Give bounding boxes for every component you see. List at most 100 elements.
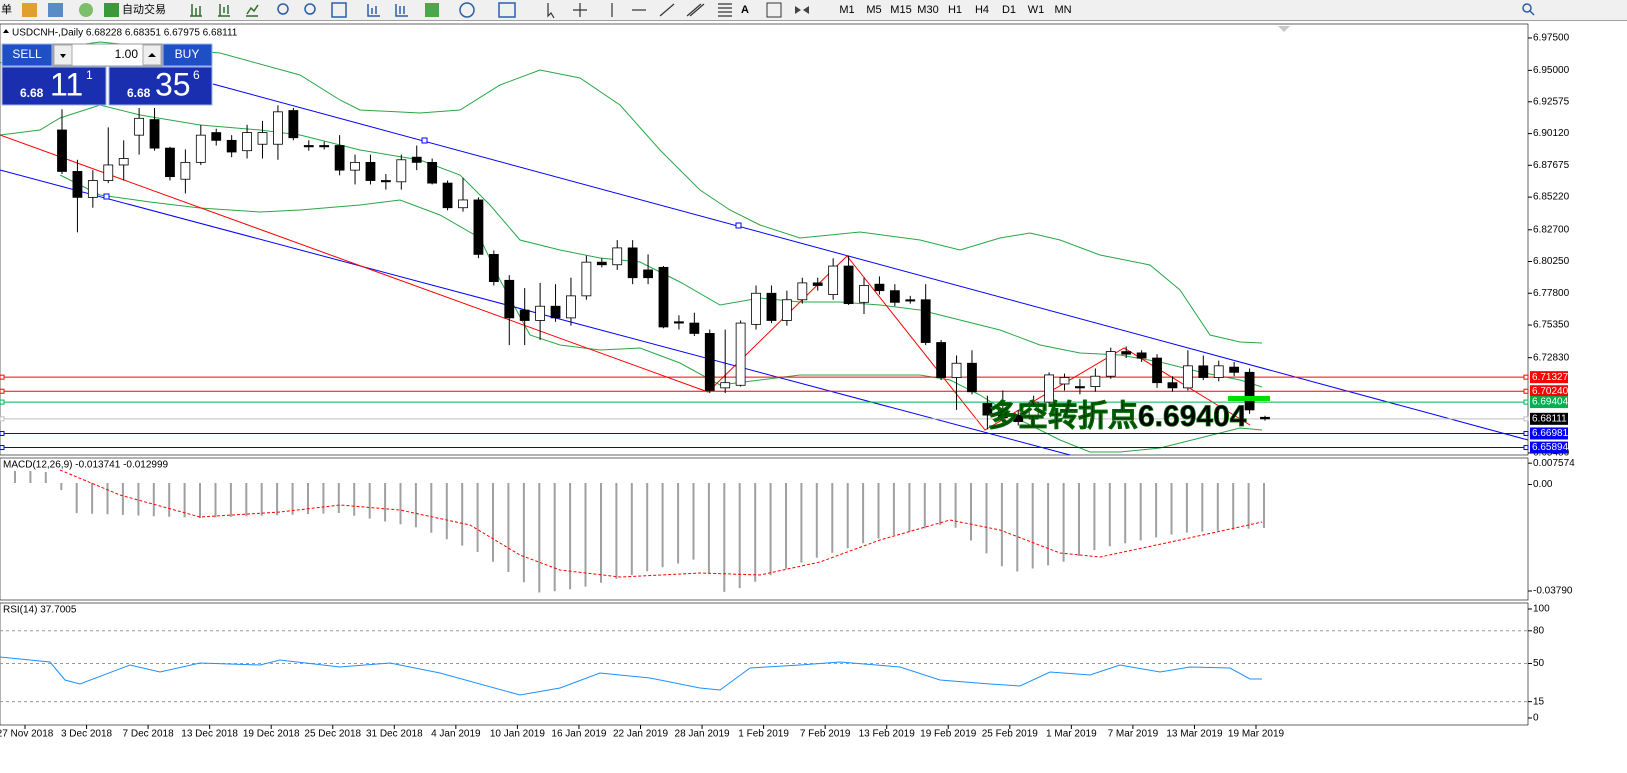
search-icon[interactable] <box>1529 10 1535 16</box>
toolbar-icon[interactable] <box>190 4 202 17</box>
toolbar-icon[interactable] <box>718 3 732 17</box>
toolbar-icon[interactable] <box>277 3 289 15</box>
candle-body <box>874 283 885 292</box>
candle-body <box>427 161 438 184</box>
candle-body <box>1167 382 1178 389</box>
toolbar-icon[interactable] <box>573 3 587 17</box>
level-handle <box>1523 399 1529 405</box>
toolbar-icon[interactable] <box>766 2 782 18</box>
sell-button[interactable] <box>1 43 53 67</box>
toolbar-icon[interactable] <box>459 2 475 18</box>
channel-anchor <box>735 222 742 229</box>
buy-price-pips[interactable]: 35 <box>155 66 191 102</box>
level-handle <box>0 430 5 436</box>
y-tick-label: 6.92575 <box>1533 96 1570 107</box>
candle-body <box>997 409 1008 419</box>
candle-body <box>1121 351 1132 355</box>
search-icon[interactable] <box>1522 3 1532 13</box>
toolbar-icon[interactable] <box>659 3 675 17</box>
x-tick-label: 3 Dec 2018 <box>61 729 113 740</box>
timeframe-button[interactable]: M5 <box>866 4 881 16</box>
toolbar-icon[interactable] <box>547 3 555 19</box>
toolbar-icon[interactable] <box>79 3 93 17</box>
candle-body <box>1090 375 1101 387</box>
toolbar-icon[interactable] <box>48 3 63 17</box>
lot-decrease-icon[interactable] <box>60 54 66 58</box>
toolbar-icon[interactable] <box>498 2 516 18</box>
timeframe-button[interactable]: M1 <box>839 4 854 16</box>
toolbar-icon[interactable] <box>246 4 259 17</box>
y-tick-label: 6.87675 <box>1533 160 1570 171</box>
level-label-bg <box>1530 441 1568 454</box>
candle-body <box>504 279 515 319</box>
rsi-tick-label: 15 <box>1533 696 1545 707</box>
timeframe-button[interactable]: M15 <box>890 4 911 16</box>
toolbar-icon[interactable]: A <box>741 4 749 16</box>
candle-body <box>843 265 854 305</box>
main-pane <box>0 23 1529 456</box>
toolbar-icon[interactable] <box>331 2 347 18</box>
candle-body <box>365 161 376 181</box>
candle-body <box>643 269 653 279</box>
toolbar-icon[interactable] <box>104 3 119 17</box>
sell-label[interactable]: SELL <box>12 47 42 61</box>
lot-value[interactable]: 1.00 <box>115 47 139 61</box>
y-tick-label: 6.80250 <box>1533 256 1570 267</box>
buy-button[interactable] <box>162 43 213 67</box>
macd-tick-label: -0.03790 <box>1533 586 1573 597</box>
toolbar-icon[interactable] <box>218 4 230 17</box>
toolbar-icon[interactable] <box>22 3 37 17</box>
candle-body <box>134 117 145 136</box>
toolbar-icon[interactable] <box>395 4 408 17</box>
candle-body <box>674 321 684 324</box>
level-label-bg <box>1530 385 1568 398</box>
sell-price-box[interactable] <box>1 66 107 106</box>
toolbar-icon[interactable] <box>304 3 316 15</box>
candle-body <box>859 285 869 303</box>
candle-body <box>1059 377 1070 385</box>
candle-body <box>103 164 114 181</box>
candle-body <box>704 333 715 391</box>
candle-body <box>720 382 731 389</box>
sell-price-prefix[interactable]: 6.68 <box>20 86 44 100</box>
sell-price-fraction[interactable]: 1 <box>86 68 93 82</box>
toolbar-icon[interactable] <box>686 3 705 17</box>
macd-signal <box>59 469 1263 578</box>
level-handle <box>1523 374 1529 380</box>
buy-price-prefix[interactable]: 6.68 <box>127 86 151 100</box>
candle-body <box>458 199 468 209</box>
timeframe-button[interactable]: H4 <box>975 4 989 16</box>
timeframe-bar: M1 M5 M15 M30 H1 H4 D1 W1 MN <box>839 4 1071 16</box>
x-tick-label: 19 Feb 2019 <box>920 729 977 740</box>
sell-price-pips[interactable]: 11 <box>50 66 83 102</box>
autotrade-button[interactable]: 自动交易 <box>122 2 166 16</box>
toolbar-icon[interactable] <box>367 4 380 17</box>
candle-body <box>1198 365 1209 378</box>
x-tick-label: 13 Dec 2018 <box>181 729 238 740</box>
candle-body <box>118 158 129 166</box>
toolbar-icon[interactable] <box>795 6 809 14</box>
menu-item[interactable]: 单 <box>1 3 12 16</box>
candle-body <box>967 362 977 393</box>
timeframe-button[interactable]: M30 <box>917 4 938 16</box>
y-tick-label: 6.72830 <box>1533 352 1570 363</box>
chart-title: USDCNH-,Daily 6.68228 6.68351 6.67975 6.… <box>12 28 238 39</box>
toolbar-icon[interactable] <box>425 3 439 17</box>
channel-anchor <box>421 137 428 144</box>
buy-price-fraction[interactable]: 6 <box>193 68 200 82</box>
candle-body <box>257 132 268 145</box>
timeframe-button[interactable]: D1 <box>1002 4 1016 16</box>
candle-body <box>889 290 900 303</box>
y-tick-label: 6.75350 <box>1533 320 1570 331</box>
lot-box[interactable] <box>52 43 163 67</box>
timeframe-button[interactable]: H1 <box>948 4 962 16</box>
lot-increase-icon[interactable] <box>148 53 156 57</box>
buy-label[interactable]: BUY <box>175 47 200 61</box>
timeframe-button[interactable]: W1 <box>1028 4 1045 16</box>
candle-body <box>350 161 360 171</box>
collapse-icon[interactable] <box>3 29 9 33</box>
buy-price-box[interactable] <box>108 66 213 106</box>
candle-body <box>1244 371 1255 411</box>
timeframe-button[interactable]: MN <box>1054 4 1071 16</box>
